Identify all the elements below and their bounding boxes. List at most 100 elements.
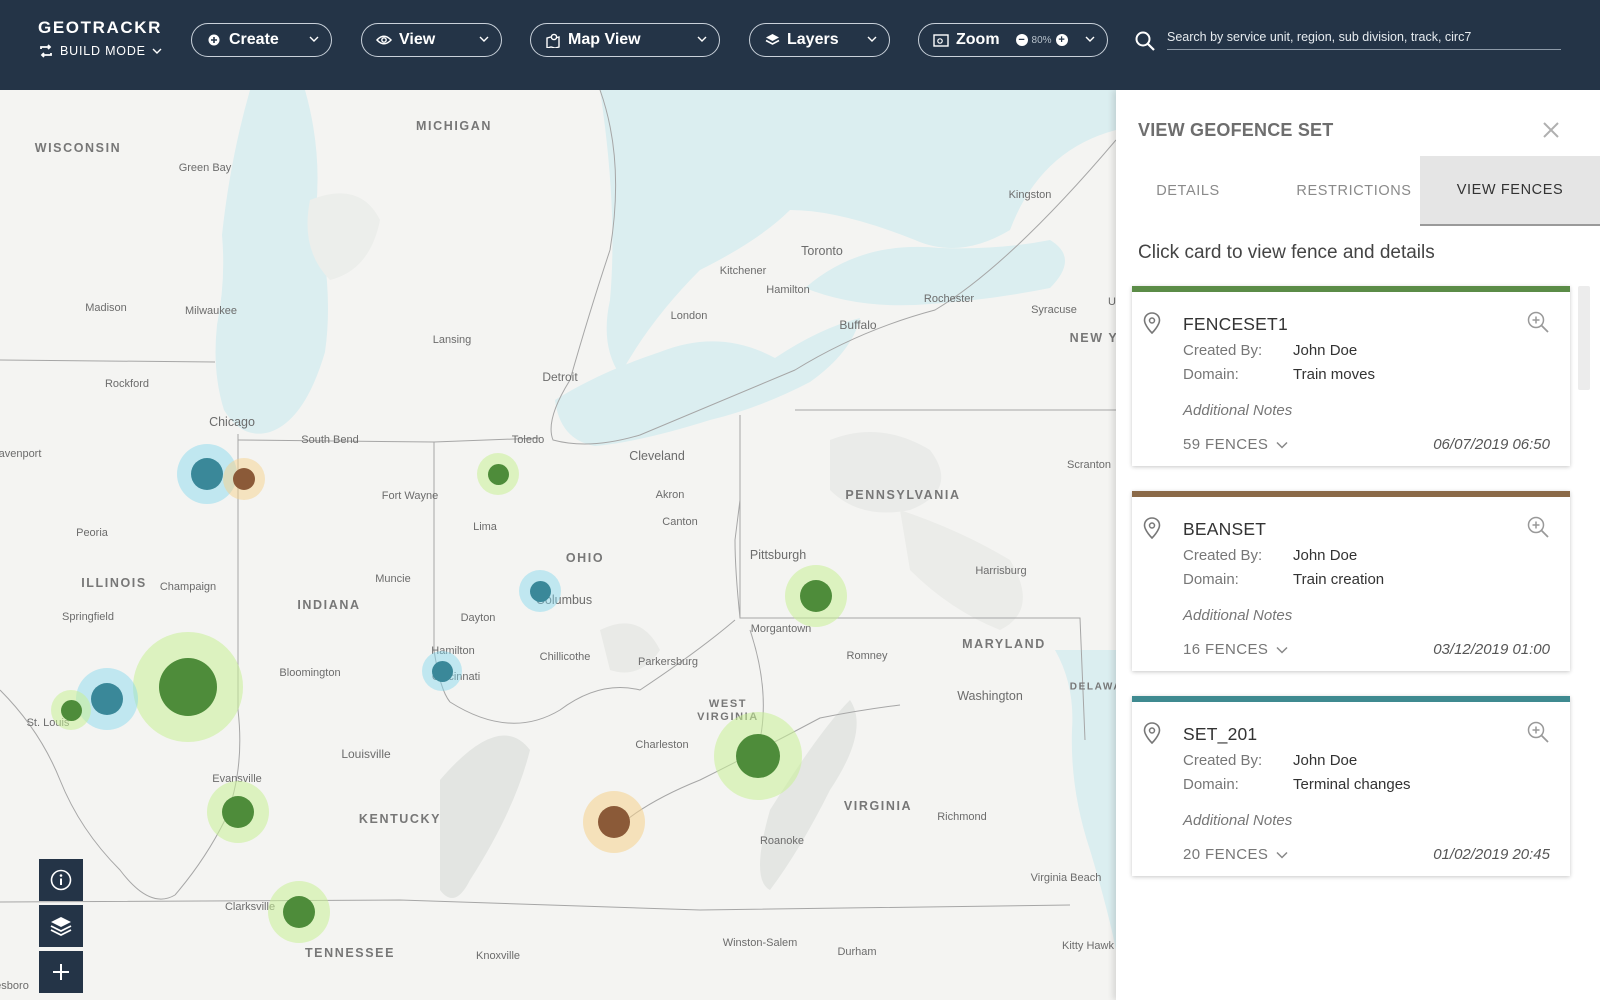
map-info-button[interactable] <box>39 859 83 901</box>
geofence-marker-green[interactable] <box>207 781 269 843</box>
city-label: Harrisburg <box>975 565 1027 577</box>
marker-dot <box>283 896 315 928</box>
city-label: Buffalo <box>839 318 877 332</box>
created-by-row: Created By: John Doe <box>1183 547 1357 564</box>
city-label: Rochester <box>923 293 975 305</box>
layers-dropdown[interactable]: Layers <box>749 23 890 57</box>
geofence-marker-brown[interactable] <box>223 458 265 500</box>
create-dropdown[interactable]: Create <box>191 23 332 57</box>
search-input[interactable] <box>1167 24 1561 50</box>
swap-icon <box>40 44 52 58</box>
fence-card[interactable]: BEANSET Created By: John Doe Domain: Tra… <box>1132 491 1570 671</box>
city-label: Pittsburgh <box>749 548 807 562</box>
city-label: Durham <box>837 946 877 958</box>
view-dropdown[interactable]: View <box>361 23 502 57</box>
fence-count: 59 FENCES <box>1183 436 1269 453</box>
fence-set-date: 06/07/2019 06:50 <box>1433 436 1550 453</box>
state-label-illinois: ILLINOIS <box>81 576 147 590</box>
city-label: Parkersburg <box>638 656 698 668</box>
additional-notes-link[interactable]: Additional Notes <box>1183 402 1293 419</box>
city-label: Richmond <box>937 811 987 823</box>
zoom-out-button[interactable]: − <box>1015 34 1028 46</box>
city-label: Dayton <box>460 612 496 624</box>
city-label: Springfield <box>62 611 114 623</box>
close-icon[interactable] <box>1542 121 1560 139</box>
fence-card[interactable]: SET_201 Created By: John Doe Domain: Ter… <box>1132 696 1570 876</box>
map-zoom-in-button[interactable] <box>39 951 83 993</box>
fence-card[interactable]: FENCESET1 Created By: John Doe Domain: T… <box>1132 286 1570 466</box>
city-label: Kingston <box>1008 189 1052 201</box>
additional-notes-link[interactable]: Additional Notes <box>1183 607 1293 624</box>
marker-dot <box>60 699 82 721</box>
geofence-marker-teal[interactable] <box>422 651 462 691</box>
zoom-stepper: − 80% + <box>1012 34 1072 46</box>
plus-icon <box>53 964 69 980</box>
city-label: Columbus <box>535 593 593 607</box>
zoom-dropdown[interactable]: Zoom − 80% + <box>918 23 1108 57</box>
marker-dot <box>159 658 217 716</box>
chevron-down-icon <box>1276 441 1288 449</box>
chevron-down-icon <box>867 36 877 42</box>
city-label: Canton <box>662 516 698 528</box>
build-mode-label: BUILD MODE <box>60 44 146 58</box>
map-basemap <box>0 90 1116 950</box>
geofence-marker-teal[interactable] <box>177 444 237 504</box>
city-label: Charleston <box>635 739 689 751</box>
state-label-pennsylvania: PENNSYLVANIA <box>845 488 961 502</box>
map-canvas[interactable]: WISCONSIN MICHIGAN ILLINOIS INDIANA OHIO… <box>0 90 1116 1000</box>
tab-view-fences[interactable]: VIEW FENCES <box>1420 156 1600 226</box>
zoom-in-button[interactable]: + <box>1055 34 1068 46</box>
fence-count-toggle[interactable]: 20 FENCES <box>1183 846 1288 863</box>
search-icon[interactable] <box>1134 30 1156 52</box>
domain-value: Terminal changes <box>1293 776 1411 793</box>
state-label-indiana: INDIANA <box>297 598 361 612</box>
geofence-marker-teal[interactable] <box>519 570 561 612</box>
zoom-in-icon[interactable] <box>1526 310 1550 334</box>
created-by-value: John Doe <box>1293 752 1358 769</box>
fence-count-toggle[interactable]: 59 FENCES <box>1183 436 1288 453</box>
city-label: Roanoke <box>759 835 805 847</box>
city-label: Virginia Beach <box>1030 872 1102 884</box>
domain-value: Train moves <box>1293 366 1375 383</box>
panel-hint: Click card to view fence and details <box>1138 242 1435 263</box>
geofence-marker-green[interactable] <box>133 632 243 742</box>
zoom-level: 80% <box>1031 34 1052 46</box>
panel-scrollbar[interactable] <box>1578 286 1590 390</box>
layers-icon <box>50 917 72 937</box>
location-pin-icon <box>1143 722 1161 744</box>
chevron-down-icon <box>479 36 489 42</box>
additional-notes-link[interactable]: Additional Notes <box>1183 812 1293 829</box>
city-label: Fort Wayne <box>381 490 439 502</box>
tab-details[interactable]: DETAILS <box>1156 183 1220 199</box>
fence-count: 16 FENCES <box>1183 641 1269 658</box>
map-view-dropdown[interactable]: Map View <box>530 23 720 57</box>
fence-count-toggle[interactable]: 16 FENCES <box>1183 641 1288 658</box>
geofence-marker-green[interactable] <box>51 690 91 730</box>
city-label: U <box>1108 296 1116 308</box>
zoom-in-icon[interactable] <box>1526 720 1550 744</box>
build-mode-selector[interactable]: BUILD MODE <box>38 43 162 59</box>
city-label: Rockford <box>104 378 150 390</box>
tab-restrictions[interactable]: RESTRICTIONS <box>1296 183 1412 199</box>
geofence-marker-brown[interactable] <box>583 791 645 853</box>
geofence-marker-green[interactable] <box>714 712 802 800</box>
geofence-marker-green[interactable] <box>785 565 847 627</box>
top-navigation-bar: GEOTRACKR BUILD MODE Create View Map Vie… <box>0 0 1600 90</box>
info-icon <box>50 869 72 891</box>
map-layers-button[interactable] <box>39 905 83 947</box>
domain-row: Domain: Train moves <box>1183 366 1375 383</box>
domain-label: Domain: <box>1183 366 1239 383</box>
created-by-label: Created By: <box>1183 752 1263 769</box>
city-label: Syracuse <box>1031 304 1077 316</box>
geofence-marker-green[interactable] <box>477 453 519 495</box>
city-label: Evansville <box>212 773 262 785</box>
city-label: Chillicothe <box>539 651 591 663</box>
zoom-in-icon[interactable] <box>1526 515 1550 539</box>
fence-set-name: BEANSET <box>1183 519 1267 539</box>
state-label-virginia: VIRGINIA <box>843 799 913 813</box>
panel-tabs: DETAILS RESTRICTIONS VIEW FENCES <box>1116 156 1600 226</box>
geofence-marker-green[interactable] <box>268 881 330 943</box>
fence-set-date: 03/12/2019 01:00 <box>1433 641 1550 658</box>
created-by-row: Created By: John Doe <box>1183 752 1357 769</box>
domain-value: Train creation <box>1293 571 1385 588</box>
